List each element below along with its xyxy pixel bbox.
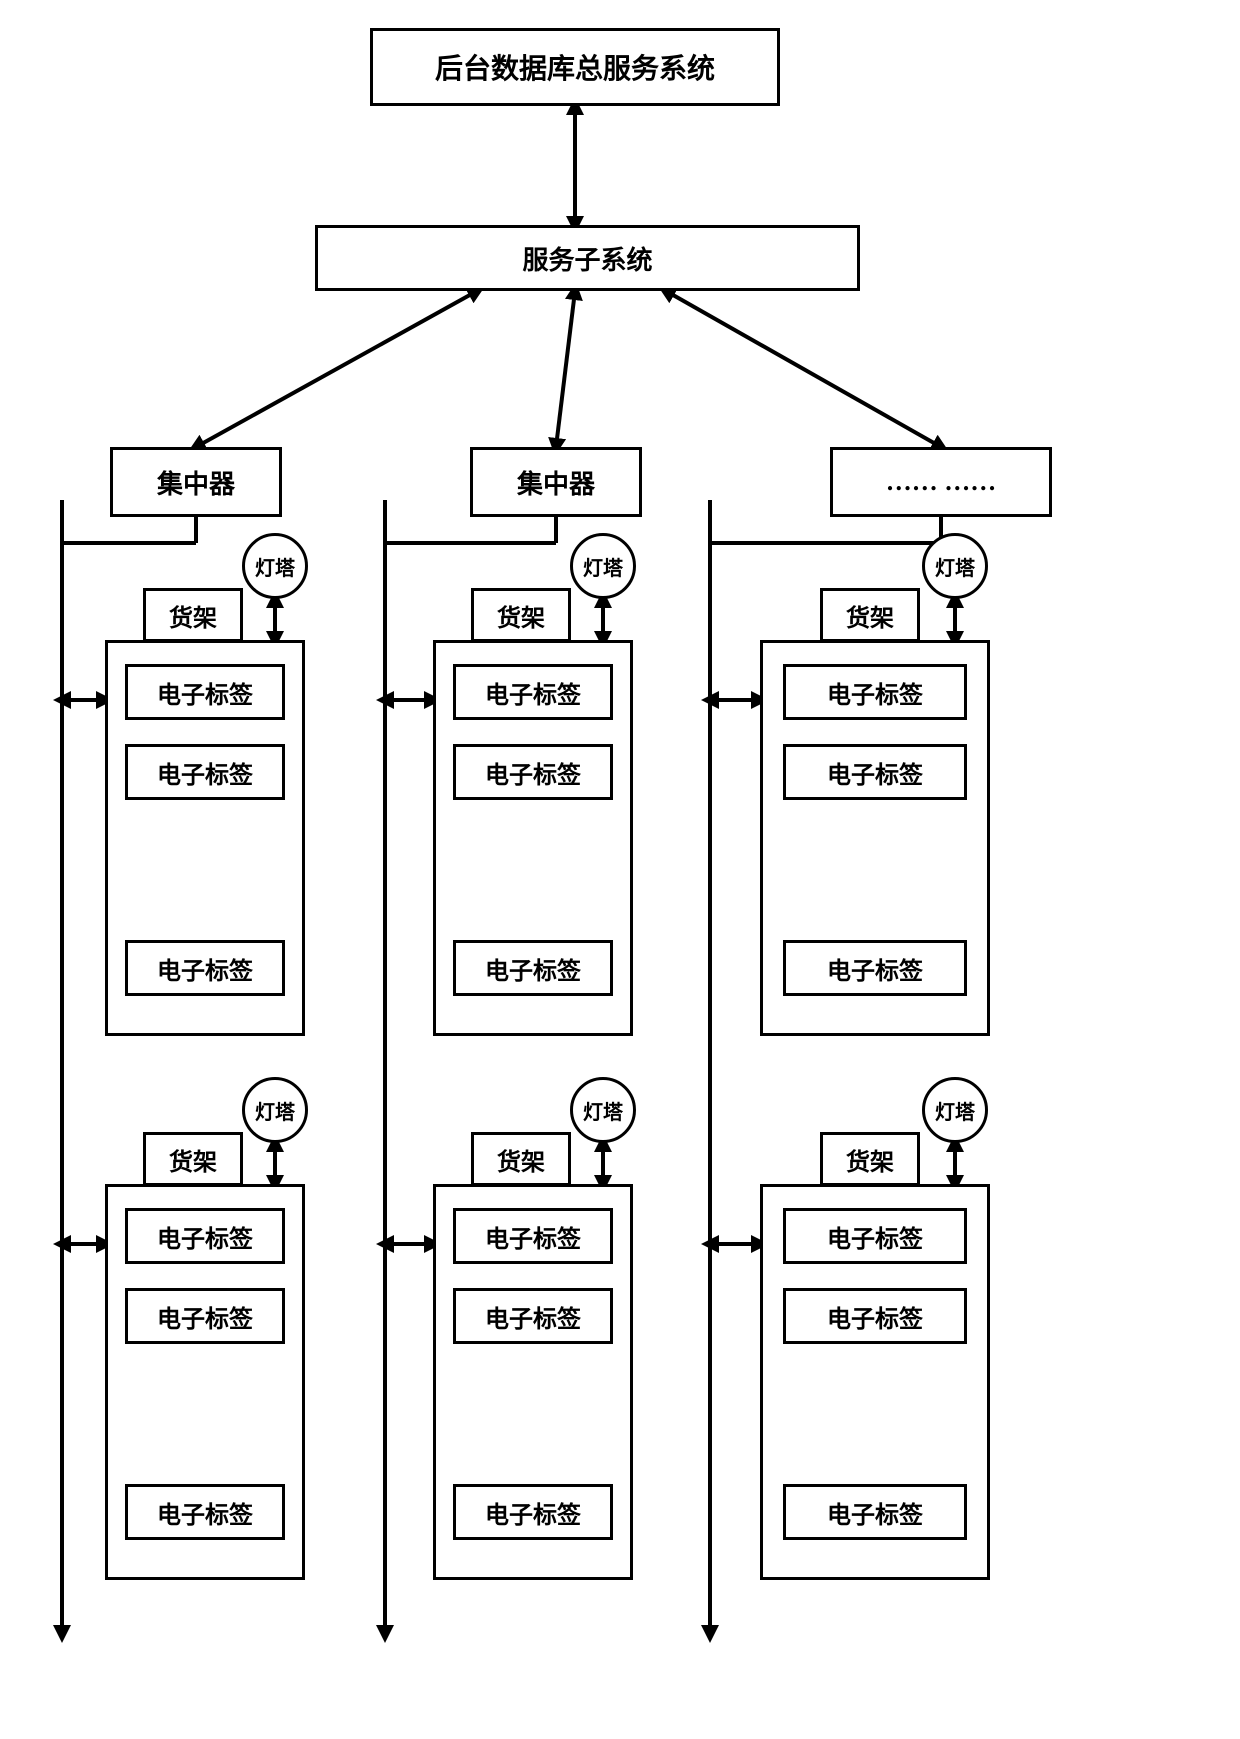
electronic-tag: 电子标签: [125, 940, 285, 996]
beacon-node: 灯塔: [922, 533, 988, 599]
electronic-tag: 电子标签: [453, 744, 613, 800]
electronic-tag: 电子标签: [783, 744, 967, 800]
shelf-label: 货架: [471, 588, 571, 642]
electronic-tag: 电子标签: [453, 1208, 613, 1264]
electronic-tag: 电子标签: [125, 1288, 285, 1344]
edge: [556, 291, 575, 447]
electronic-tag: 电子标签: [125, 1208, 285, 1264]
beacon-node: 灯塔: [570, 533, 636, 599]
concentrator-node: 集中器: [470, 447, 642, 517]
electronic-tag: 电子标签: [783, 1208, 967, 1264]
electronic-tag: 电子标签: [125, 664, 285, 720]
electronic-tag: 电子标签: [783, 1288, 967, 1344]
edge: [196, 291, 477, 447]
edge: [666, 291, 941, 447]
shelf-label: 货架: [143, 1132, 243, 1186]
electronic-tag: 电子标签: [453, 664, 613, 720]
concentrator-node: 集中器: [110, 447, 282, 517]
shelf-label: 货架: [820, 588, 920, 642]
shelf-label: 货架: [471, 1132, 571, 1186]
beacon-node: 灯塔: [242, 1077, 308, 1143]
electronic-tag: 电子标签: [783, 1484, 967, 1540]
electronic-tag: 电子标签: [125, 1484, 285, 1540]
electronic-tag: 电子标签: [783, 940, 967, 996]
beacon-node: 灯塔: [922, 1077, 988, 1143]
electronic-tag: 电子标签: [783, 664, 967, 720]
electronic-tag: 电子标签: [125, 744, 285, 800]
concentrator-more-node: …… ……: [830, 447, 1052, 517]
shelf-label: 货架: [820, 1132, 920, 1186]
beacon-node: 灯塔: [242, 533, 308, 599]
subsystem-node: 服务子系统: [315, 225, 860, 291]
electronic-tag: 电子标签: [453, 1288, 613, 1344]
electronic-tag: 电子标签: [453, 940, 613, 996]
shelf-label: 货架: [143, 588, 243, 642]
electronic-tag: 电子标签: [453, 1484, 613, 1540]
root-node: 后台数据库总服务系统: [370, 28, 780, 106]
beacon-node: 灯塔: [570, 1077, 636, 1143]
